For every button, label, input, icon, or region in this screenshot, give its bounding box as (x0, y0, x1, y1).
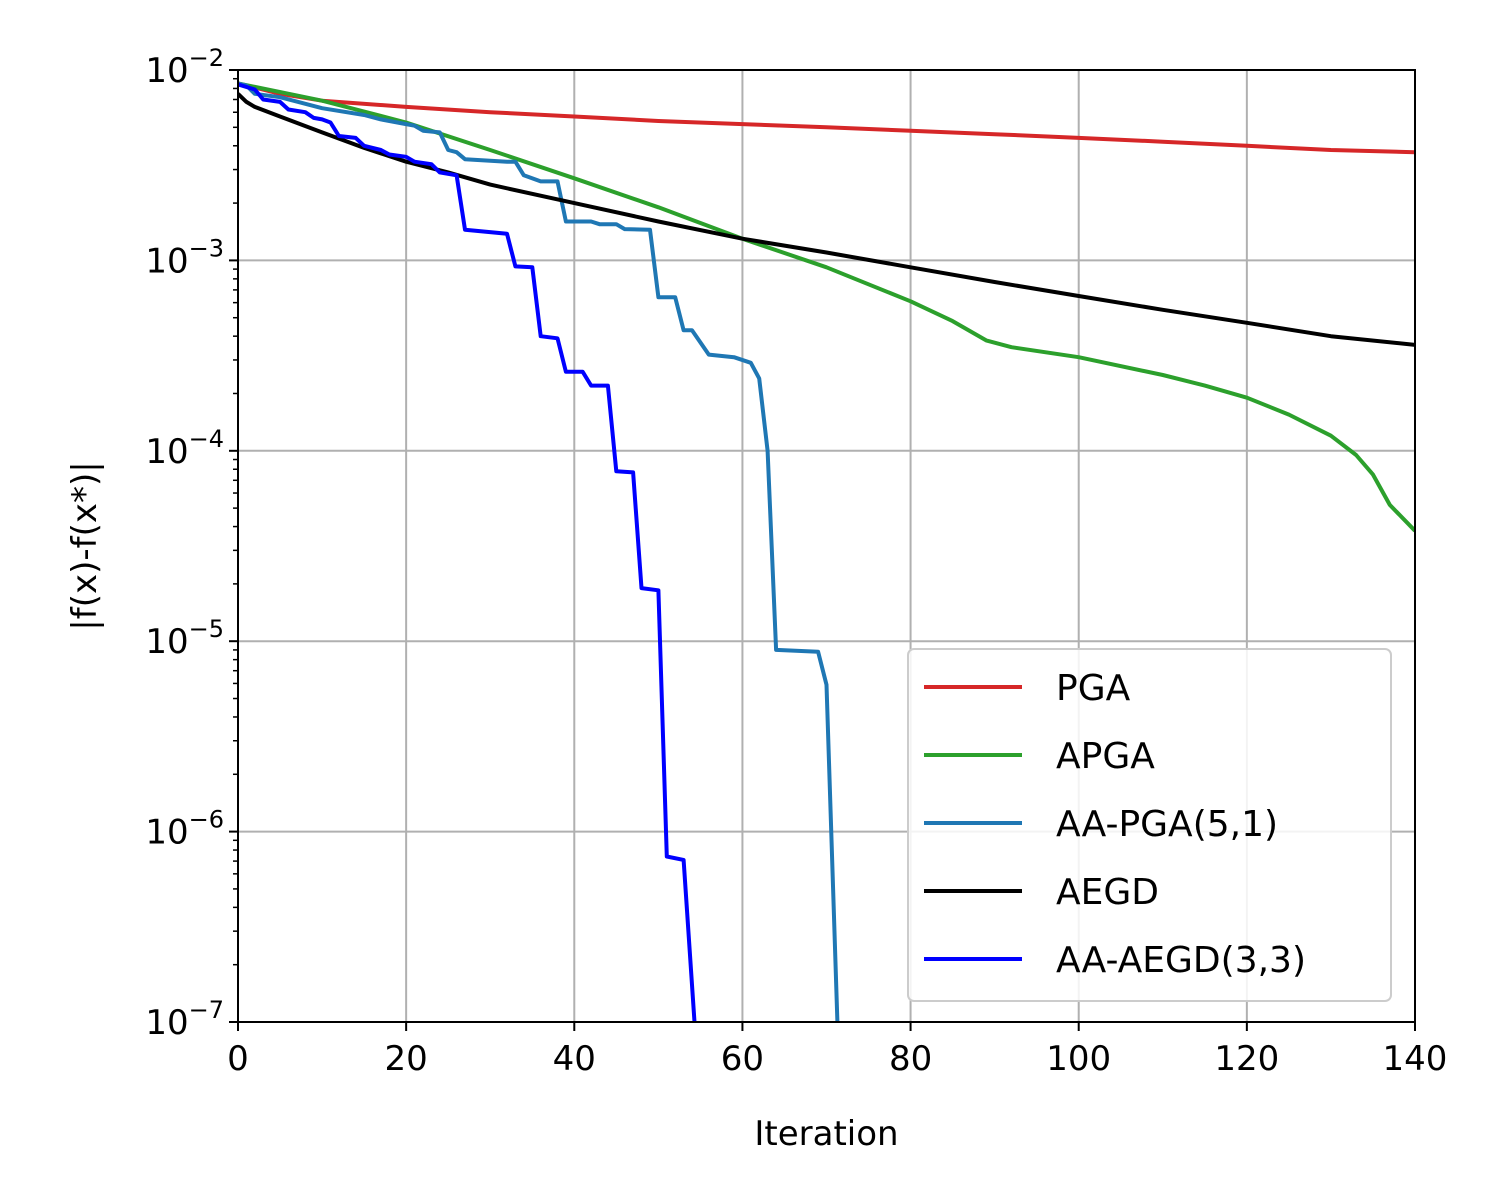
x-tick-label: 140 (1383, 1039, 1448, 1079)
x-tick-label: 100 (1046, 1039, 1111, 1079)
legend-label: APGA (1056, 736, 1155, 777)
x-tick-label: 60 (721, 1039, 764, 1079)
series-line-aegd (238, 92, 1415, 347)
legend-box (907, 648, 1392, 1002)
series-line-aa-aegd-3-3 (238, 82, 697, 1022)
x-tick-label: 120 (1214, 1039, 1279, 1079)
series-line-apga (238, 81, 1415, 533)
legend-label: AA-AEGD(3,3) (1056, 940, 1306, 981)
legend-label: AEGD (1056, 872, 1159, 913)
y-tick-label: 10−5 (145, 615, 224, 662)
x-axis-label: Iteration (754, 1114, 898, 1154)
y-tick-label: 10−7 (145, 996, 224, 1043)
plot-frame (237, 69, 1416, 1023)
y-tick-label: 10−6 (145, 806, 224, 853)
x-tick-label: 80 (889, 1039, 932, 1079)
plot-series (238, 81, 1415, 1022)
y-tick-label: 10−4 (145, 425, 224, 472)
y-tick-label: 10−2 (145, 44, 224, 91)
x-tick-label: 20 (385, 1039, 428, 1079)
x-axis: 0 20 40 60 80 100 120 140 (227, 1022, 1447, 1079)
legend: PGA APGA AA-PGA(5,1) AEGD AA-AEGD(3,3) (907, 648, 1392, 1002)
legend-label: PGA (1056, 668, 1131, 709)
legend-label: AA-PGA(5,1) (1056, 804, 1278, 845)
series-line-aa-pga-5-1 (238, 81, 840, 1022)
y-tick-label: 10−3 (145, 234, 224, 281)
y-axis: 10−7 10−6 10−5 10−4 10−3 10−2 (145, 44, 238, 1043)
series-line-pga (238, 81, 1415, 155)
x-tick-label: 0 (227, 1039, 249, 1079)
y-axis-label: |f(x)-f(x*)| (65, 461, 105, 630)
x-tick-label: 40 (553, 1039, 596, 1079)
